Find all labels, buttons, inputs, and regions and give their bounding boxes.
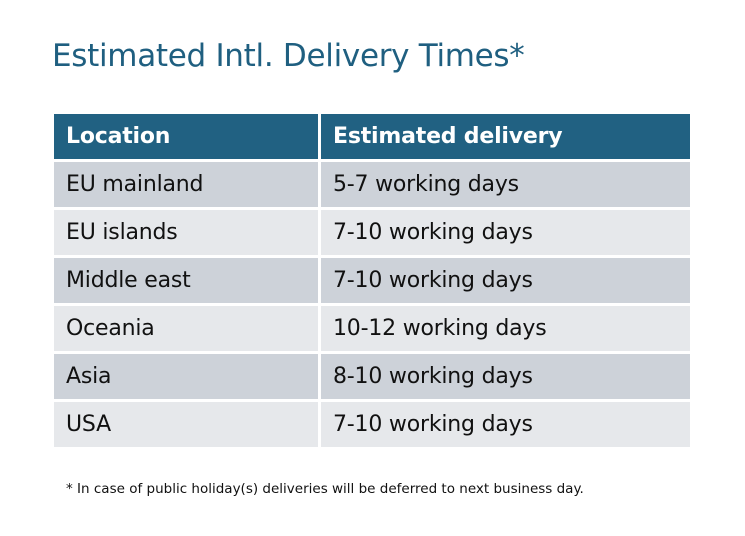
page-title: Estimated Intl. Delivery Times* — [52, 38, 525, 74]
table-row: EU islands 7-10 working days — [54, 210, 690, 255]
location-cell: EU islands — [54, 210, 318, 255]
location-cell: USA — [54, 402, 318, 447]
delivery-cell: 5-7 working days — [321, 162, 690, 207]
table-row: EU mainland 5-7 working days — [54, 162, 690, 207]
header-estimated-delivery: Estimated delivery — [321, 114, 690, 159]
location-cell: Middle east — [54, 258, 318, 303]
table-header-row: Location Estimated delivery — [54, 114, 690, 159]
delivery-cell: 8-10 working days — [321, 354, 690, 399]
delivery-cell: 10-12 working days — [321, 306, 690, 351]
location-cell: Oceania — [54, 306, 318, 351]
location-cell: Asia — [54, 354, 318, 399]
header-location: Location — [54, 114, 318, 159]
footnote: * In case of public holiday(s) deliverie… — [66, 481, 584, 497]
delivery-cell: 7-10 working days — [321, 402, 690, 447]
location-cell: EU mainland — [54, 162, 318, 207]
table-row: Oceania 10-12 working days — [54, 306, 690, 351]
delivery-cell: 7-10 working days — [321, 258, 690, 303]
delivery-times-table: Location Estimated delivery EU mainland … — [51, 111, 693, 450]
table-row: Middle east 7-10 working days — [54, 258, 690, 303]
table-row: Asia 8-10 working days — [54, 354, 690, 399]
delivery-cell: 7-10 working days — [321, 210, 690, 255]
table-row: USA 7-10 working days — [54, 402, 690, 447]
